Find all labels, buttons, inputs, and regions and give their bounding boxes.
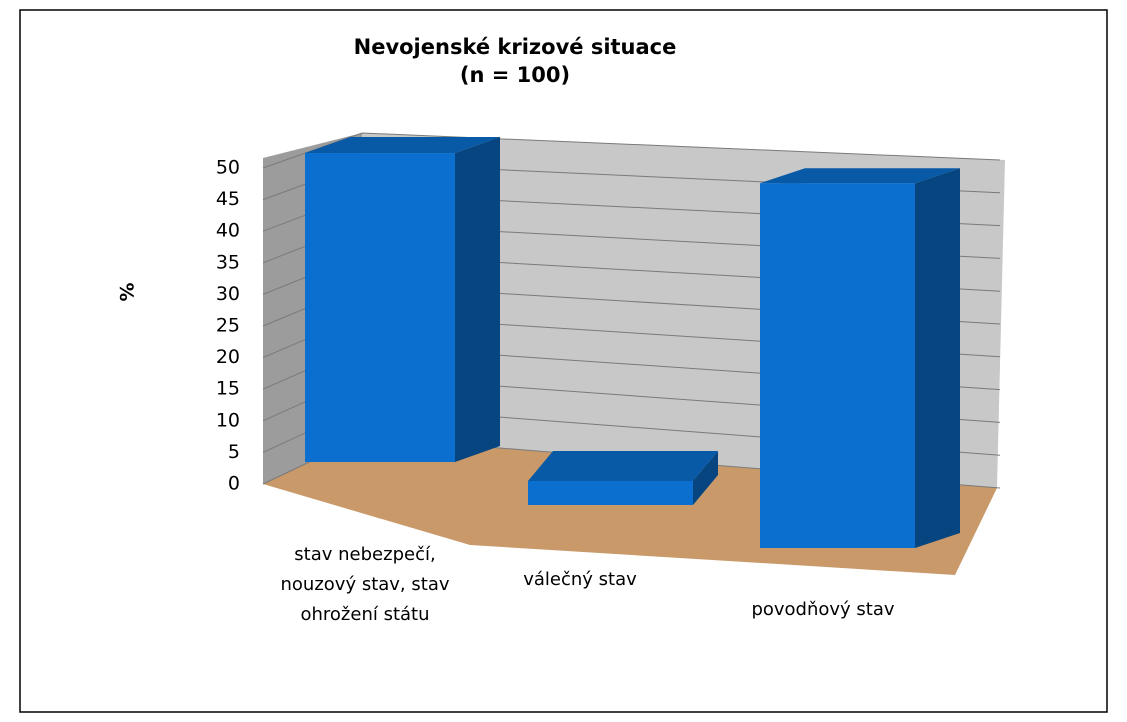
bar-front (305, 153, 455, 462)
y-tick-label: 50 (216, 157, 240, 179)
bar (760, 168, 960, 548)
bar-top (760, 168, 960, 184)
bar-front (760, 183, 915, 548)
y-tick-label: 40 (216, 220, 240, 242)
y-tick-label: 45 (216, 188, 240, 210)
bar (305, 137, 500, 462)
y-tick-label: 15 (216, 378, 240, 400)
y-tick-label: 35 (216, 251, 240, 273)
bar-top (528, 451, 718, 481)
bar-side (693, 451, 718, 505)
y-tick-label: 5 (228, 441, 240, 463)
bar-top (305, 137, 500, 154)
y-axis-label: % (117, 282, 139, 301)
y-tick-label: 25 (216, 315, 240, 337)
chart-title: Nevojenské krizové situace (354, 35, 677, 59)
bar-front (528, 481, 693, 505)
y-tick-label: 0 (228, 473, 240, 495)
x-tick-label: válečný stav (523, 569, 637, 590)
x-tick-label: povodňový stav (751, 599, 895, 620)
bar-side (455, 137, 500, 462)
y-tick-label: 10 (216, 409, 240, 431)
x-tick-label: stav nebezpečí, nouzový stav, stav ohrož… (280, 544, 450, 625)
grid-line (262, 132, 1001, 169)
bar (528, 451, 718, 505)
y-tick-label: 30 (216, 283, 240, 305)
y-tick-label: 20 (216, 346, 240, 368)
chart-subtitle: (n = 100) (460, 63, 570, 87)
bar-side (915, 168, 960, 548)
